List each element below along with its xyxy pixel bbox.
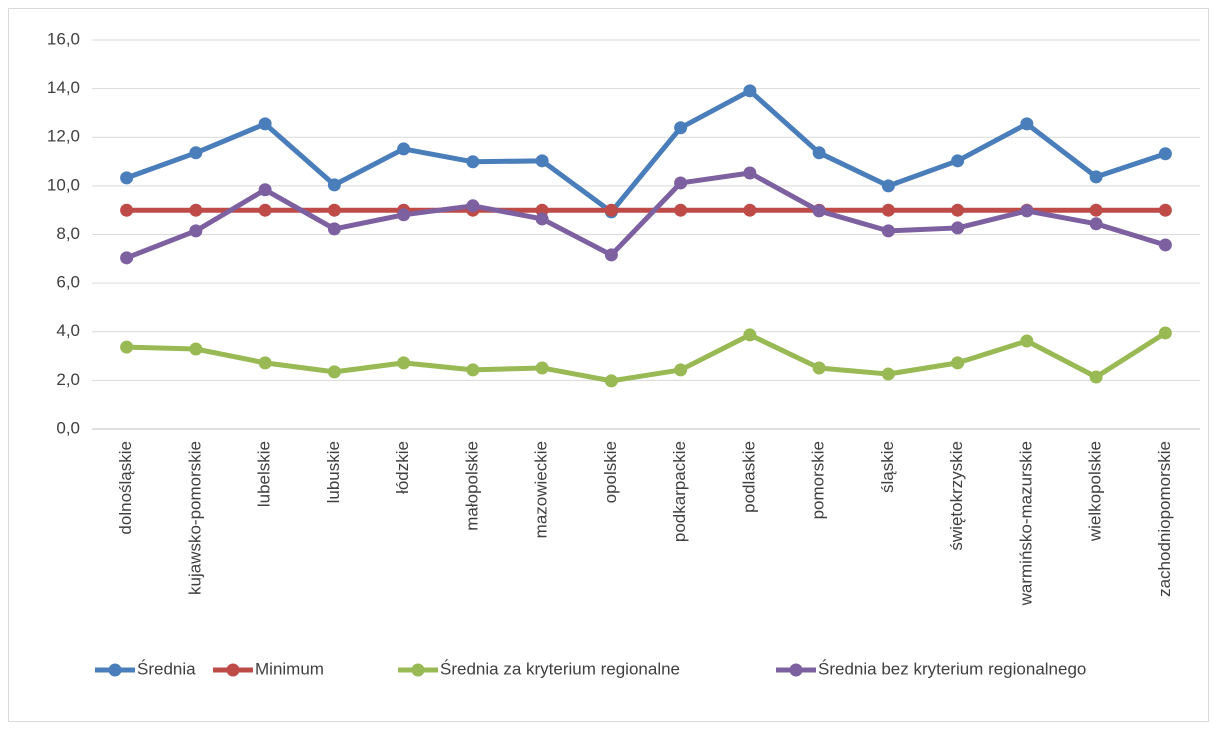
data-point xyxy=(674,203,688,217)
data-point xyxy=(881,203,895,217)
x-tick-label: kujawsko-pomorskie xyxy=(185,441,204,595)
data-point xyxy=(881,224,895,238)
data-point xyxy=(1020,117,1034,131)
data-point xyxy=(604,374,618,388)
data-point xyxy=(258,203,272,217)
series-line xyxy=(125,170,1167,261)
data-point xyxy=(1158,238,1172,252)
x-tick-label: zachodniopomorskie xyxy=(1155,441,1174,597)
data-point xyxy=(1020,334,1034,348)
y-tick-label: 8,0 xyxy=(56,224,80,243)
data-point xyxy=(327,178,341,192)
data-point xyxy=(674,363,688,377)
legend-label: Minimum xyxy=(255,659,324,678)
data-point xyxy=(327,222,341,236)
y-tick-label: 16,0 xyxy=(47,29,80,48)
data-point xyxy=(812,204,826,218)
x-tick-label: mazowieckie xyxy=(532,441,551,538)
x-tick-label: małopolskie xyxy=(462,441,481,531)
data-point xyxy=(743,203,757,217)
data-point xyxy=(466,199,480,213)
chart-border xyxy=(8,8,1209,722)
data-point xyxy=(466,363,480,377)
legend-label: Średnia za kryterium regionalne xyxy=(440,659,680,678)
data-point xyxy=(397,356,411,370)
x-tick-label: lubuskie xyxy=(324,441,343,503)
x-tick-label: wielkopolskie xyxy=(1086,441,1105,542)
data-point xyxy=(951,203,965,217)
data-point xyxy=(258,183,272,197)
data-point xyxy=(120,171,134,185)
data-point xyxy=(1158,203,1172,217)
data-point xyxy=(327,365,341,379)
data-point xyxy=(743,328,757,342)
x-tick-label: łódzkie xyxy=(393,441,412,494)
x-tick-label: lubelskie xyxy=(255,441,274,507)
data-point xyxy=(1020,204,1034,218)
data-point xyxy=(258,356,272,370)
data-point xyxy=(189,146,203,160)
data-point xyxy=(397,208,411,222)
data-point xyxy=(951,154,965,168)
data-point xyxy=(604,248,618,262)
data-point xyxy=(327,203,341,217)
x-tick-label: podkarpackie xyxy=(670,441,689,542)
legend-marker xyxy=(108,663,122,677)
data-point xyxy=(258,117,272,131)
data-point xyxy=(466,155,480,169)
data-point xyxy=(812,146,826,160)
data-point xyxy=(881,179,895,193)
y-tick-label: 10,0 xyxy=(47,175,80,194)
data-point xyxy=(189,342,203,356)
series-line xyxy=(126,330,1167,384)
data-point xyxy=(743,84,757,98)
data-point xyxy=(535,154,549,168)
data-point xyxy=(743,166,757,180)
y-tick-label: 4,0 xyxy=(56,321,80,340)
legend-marker xyxy=(789,663,803,677)
data-point xyxy=(951,356,965,370)
y-tick-label: 14,0 xyxy=(47,78,80,97)
x-tick-label: warmińsko-mazurskie xyxy=(1016,441,1035,606)
data-point xyxy=(1089,217,1103,231)
series-line xyxy=(125,88,1167,215)
y-tick-label: 0,0 xyxy=(56,418,80,437)
data-point xyxy=(604,203,618,217)
data-point xyxy=(1089,370,1103,384)
x-tick-label: śląskie xyxy=(878,441,897,493)
data-point xyxy=(1158,326,1172,340)
data-point xyxy=(674,176,688,190)
legend-label: Średnia bez kryterium regionalnego xyxy=(818,659,1086,678)
data-point xyxy=(951,221,965,235)
data-point xyxy=(1089,203,1103,217)
data-point xyxy=(120,203,134,217)
legend-label: Średnia xyxy=(137,659,196,678)
data-point xyxy=(120,340,134,354)
x-tick-label: dolnośląskie xyxy=(116,441,135,535)
legend-marker xyxy=(226,663,240,677)
data-point xyxy=(535,212,549,226)
data-point xyxy=(397,142,411,156)
data-point xyxy=(120,251,134,265)
data-point xyxy=(535,361,549,375)
data-point xyxy=(1089,170,1103,184)
x-tick-label: pomorskie xyxy=(809,441,828,519)
legend-marker xyxy=(411,663,425,677)
data-point xyxy=(881,367,895,381)
y-tick-label: 6,0 xyxy=(56,273,80,292)
y-tick-label: 2,0 xyxy=(56,370,80,389)
y-tick-label: 12,0 xyxy=(47,127,80,146)
x-tick-label: opolskie xyxy=(601,441,620,503)
x-tick-label: podlaskie xyxy=(739,441,758,513)
data-point xyxy=(1158,147,1172,161)
data-point xyxy=(189,224,203,238)
x-tick-label: świętokrzyskie xyxy=(947,441,966,551)
data-point xyxy=(674,121,688,135)
data-point xyxy=(812,361,826,375)
data-point xyxy=(189,203,203,217)
